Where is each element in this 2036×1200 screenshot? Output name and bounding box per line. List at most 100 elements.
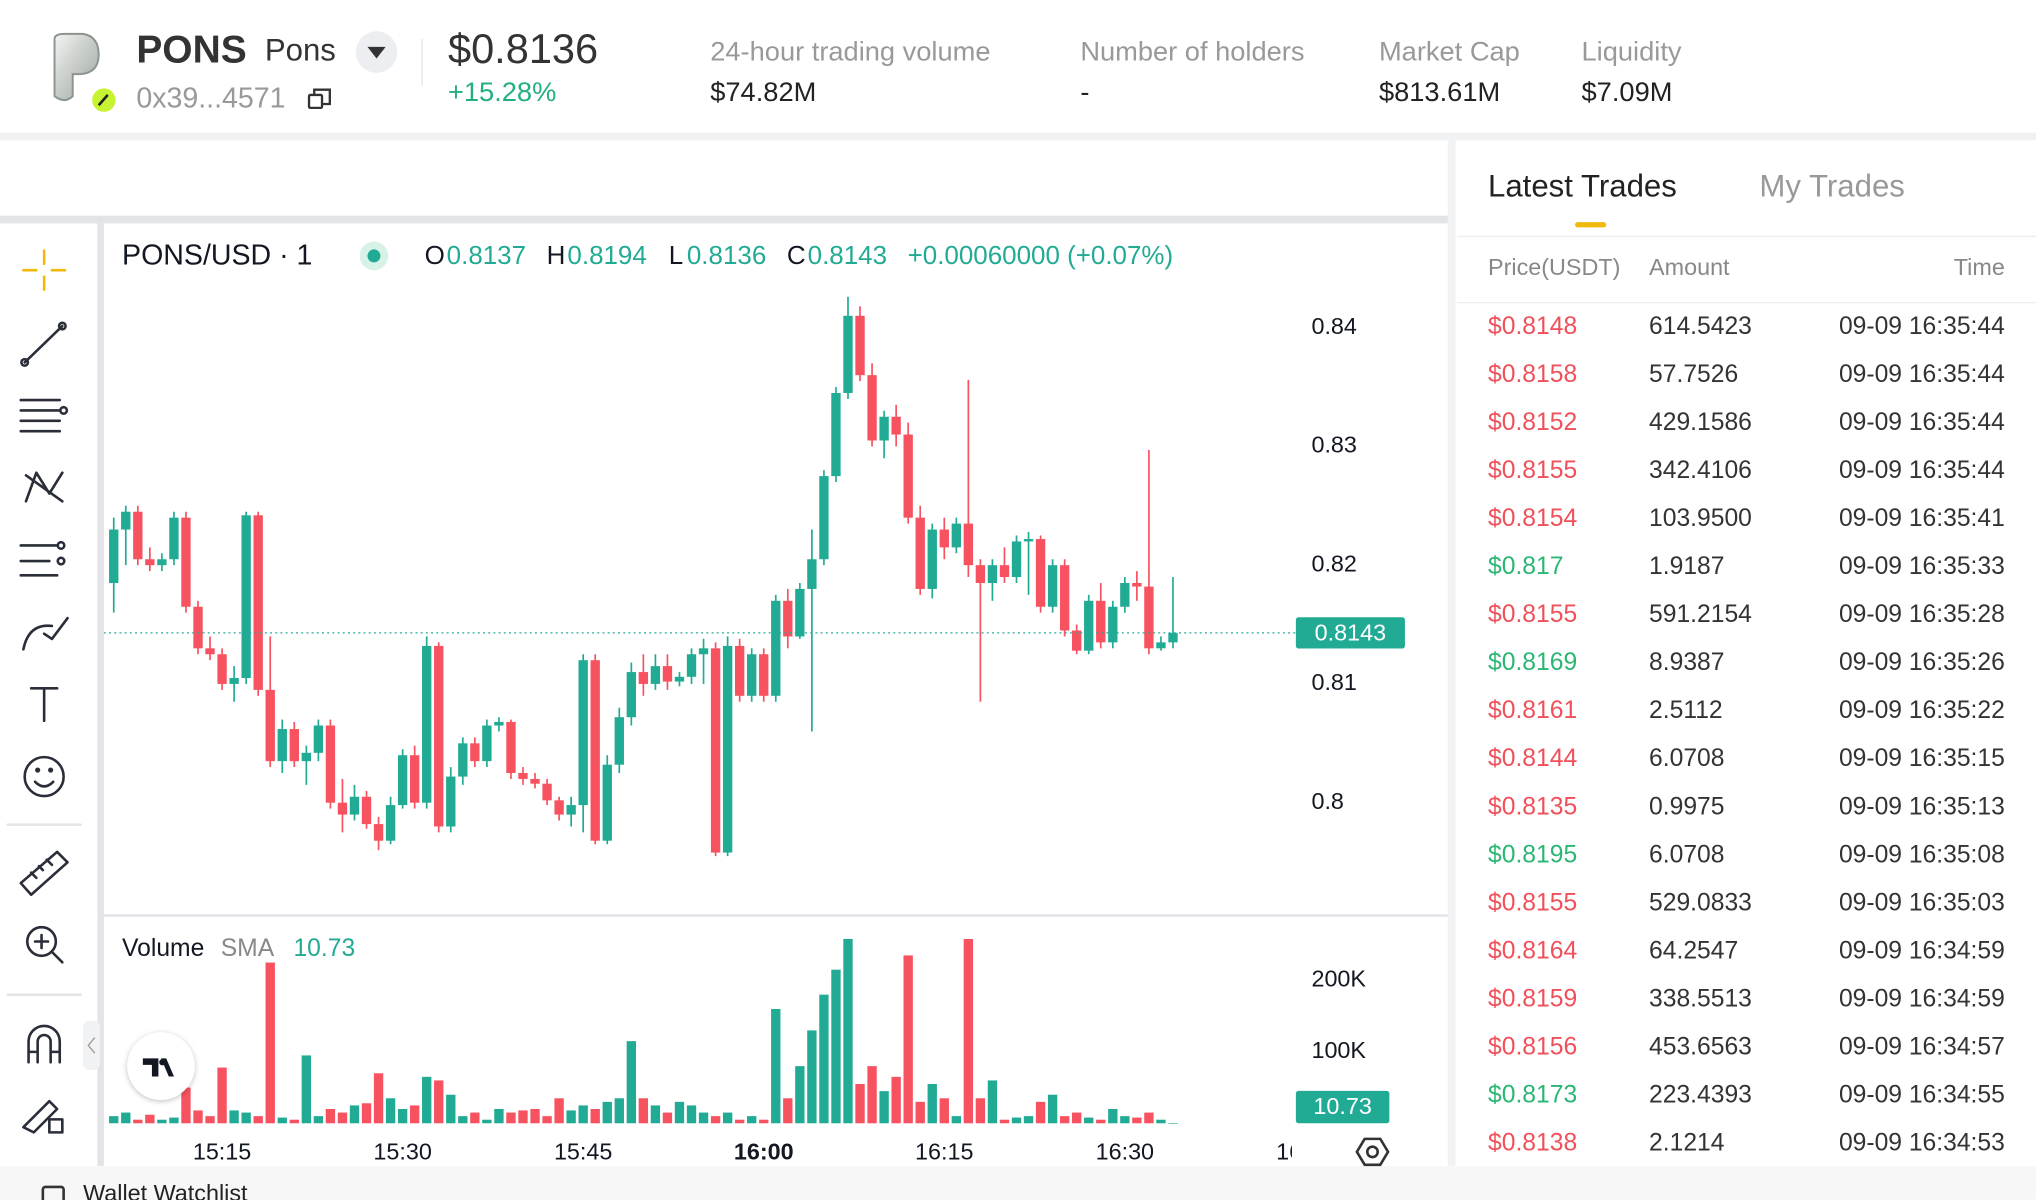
dropdown-button[interactable]: [355, 31, 398, 73]
candle-body: [674, 676, 685, 682]
volume-bar: [783, 1098, 793, 1124]
trade-price: $0.8156: [1488, 1033, 1577, 1060]
trade-amount: 591.2154: [1649, 601, 1752, 628]
candle-body: [385, 805, 396, 841]
last-price-tag: [1295, 617, 1405, 649]
candle-body: [1059, 565, 1070, 631]
candle-body: [169, 517, 179, 560]
volume-bar: [891, 1076, 901, 1124]
volume-bar: [686, 1105, 697, 1124]
footer-tab[interactable]: Wallet Watchlist: [83, 1180, 248, 1200]
volume-bar: [409, 1105, 420, 1124]
trade-amount: 0.9975: [1649, 793, 1724, 820]
candle-body: [638, 672, 649, 684]
trade-amount: 6.0708: [1649, 841, 1724, 868]
candle-body: [277, 729, 287, 762]
trade-time: 09-09 16:35:26: [1839, 649, 2005, 676]
x-tick-label: 16:45: [1276, 1138, 1334, 1164]
volume-tick-label: 100K: [1311, 1037, 1366, 1063]
prediction-tool[interactable]: [19, 540, 66, 577]
candle-body: [831, 392, 841, 477]
candle-body: [855, 315, 865, 376]
magnet-tool[interactable]: [27, 1024, 62, 1064]
trade-time: 09-09 16:34:57: [1839, 1033, 2005, 1060]
trade-price: $0.8135: [1488, 793, 1577, 820]
divider: [0, 215, 1448, 224]
candle-body: [879, 416, 889, 441]
candle-body: [759, 654, 769, 696]
brush-tool[interactable]: [22, 616, 69, 651]
collapse-toolbar[interactable]: [83, 1020, 100, 1071]
pattern-tool[interactable]: [24, 471, 64, 503]
fib-tool[interactable]: [19, 398, 69, 433]
volume-bar: [843, 938, 853, 1124]
candle-body: [1035, 539, 1046, 607]
volume-bar: [771, 1008, 781, 1124]
candle-body: [626, 672, 637, 718]
candle-body: [1072, 630, 1082, 651]
volume-bar: [482, 1119, 492, 1124]
volume-bar: [722, 1112, 733, 1124]
volume-bar: [1059, 1116, 1070, 1124]
candle-body: [1156, 642, 1166, 649]
volume-bar: [999, 1119, 1010, 1124]
candle-body: [795, 588, 805, 637]
volume-bar: [169, 1117, 179, 1124]
candle-body: [253, 515, 263, 690]
x-tick-label: 15:15: [193, 1138, 251, 1164]
candle-body: [566, 805, 576, 815]
measure-tool[interactable]: [19, 850, 69, 897]
trade-time: 09-09 16:35:03: [1839, 889, 2005, 916]
ohlc-label: L: [669, 240, 683, 270]
token-address: 0x39...4571: [136, 83, 285, 115]
trendline-tool[interactable]: [20, 321, 67, 367]
volume-bar: [205, 1116, 215, 1124]
candle-body: [903, 434, 913, 518]
volume-bar: [614, 1098, 624, 1124]
volume-bar: [277, 1117, 287, 1124]
x-tick-label: 16:15: [915, 1138, 973, 1164]
chart-settings[interactable]: [1355, 1137, 1390, 1167]
lock-drawings-tool[interactable]: [22, 1099, 64, 1134]
candle-body: [313, 725, 324, 753]
volume-tick-label: 200K: [1311, 966, 1366, 992]
trade-amount: 529.0833: [1649, 889, 1752, 916]
volume-bar: [506, 1112, 516, 1124]
volume-bar: [650, 1105, 661, 1124]
tab-my-trades[interactable]: My Trades: [1759, 169, 1904, 204]
copy-button[interactable]: [307, 88, 331, 110]
candle-body: [301, 752, 312, 762]
volume-bar: [1035, 1101, 1046, 1124]
volume-bar: [241, 1112, 251, 1124]
candle-body: [373, 824, 384, 841]
column-header: Time: [1954, 254, 2005, 280]
volume-bar: [602, 1101, 612, 1124]
emoji-tool[interactable]: [23, 755, 65, 798]
volume-bar: [879, 1091, 889, 1124]
watchlist-icon: [41, 1185, 65, 1200]
crosshair-tool[interactable]: [22, 249, 67, 291]
volume-bar: [313, 1116, 324, 1124]
candle-body: [422, 645, 432, 803]
candle-body: [771, 600, 781, 696]
tab-latest-trades[interactable]: Latest Trades: [1488, 169, 1677, 204]
text-tool[interactable]: [29, 686, 59, 723]
token-logo: [53, 32, 119, 115]
trade-price: $0.8155: [1488, 889, 1577, 916]
candle-body: [698, 648, 709, 655]
candle-body: [325, 725, 336, 803]
candle-body: [1144, 586, 1154, 649]
volume-bar: [217, 1067, 227, 1124]
volume-bar: [385, 1098, 396, 1124]
volume-bar: [987, 1080, 998, 1124]
trade-price: $0.8148: [1488, 313, 1577, 340]
trade-amount: 2.1214: [1649, 1130, 1724, 1157]
ohlc-value: 0.8143: [808, 240, 887, 270]
candle-body: [133, 511, 143, 560]
tradingview-logo[interactable]: [127, 1032, 195, 1100]
trade-amount: 57.7526: [1649, 361, 1738, 388]
zoom-tool[interactable]: [25, 925, 64, 964]
trade-time: 09-09 16:34:59: [1839, 937, 2005, 964]
candle-body: [1084, 600, 1094, 651]
